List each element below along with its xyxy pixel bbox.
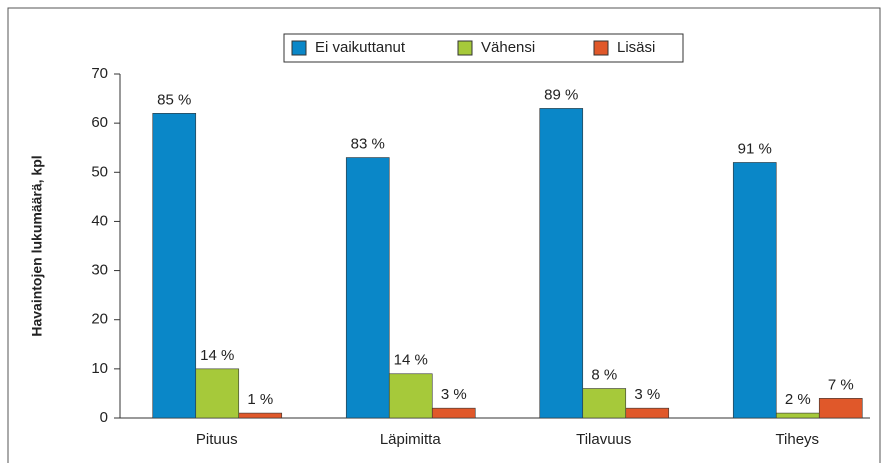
legend-box (283, 33, 684, 63)
legend-label: Lisäsi (617, 39, 655, 56)
y-tick-label: 60 (91, 114, 108, 131)
bar (238, 412, 283, 419)
y-tick-label: 50 (91, 163, 108, 180)
data-label: 3 % (441, 386, 467, 403)
data-label: 2 % (785, 391, 811, 408)
data-label: 85 % (157, 91, 191, 108)
frame (7, 7, 881, 463)
bar (625, 407, 670, 419)
y-tick-label: 10 (91, 360, 108, 377)
y-tick-label: 0 (100, 409, 108, 426)
data-label: 91 % (738, 140, 772, 157)
bar (431, 407, 476, 419)
bar (818, 398, 863, 419)
data-label: 3 % (634, 386, 660, 403)
y-tick-label: 20 (91, 311, 108, 328)
bar (345, 157, 390, 419)
data-label: 8 % (591, 366, 617, 383)
y-tick-label: 70 (91, 65, 108, 82)
legend-swatch (457, 40, 473, 56)
data-label: 14 % (200, 347, 234, 364)
legend-label: Vähensi (481, 39, 535, 56)
data-label: 83 % (351, 136, 385, 153)
bar (388, 373, 433, 419)
bar (152, 113, 197, 419)
bar (539, 108, 584, 419)
legend-swatch (291, 40, 307, 56)
x-tick-label: Pituus (196, 431, 238, 448)
legend-label: Ei vaikuttanut (315, 39, 406, 56)
bar (195, 368, 240, 419)
bar (775, 412, 820, 419)
bar (582, 388, 627, 419)
y-tick-label: 40 (91, 212, 108, 229)
x-tick-label: Tiheys (775, 431, 819, 448)
data-label: 14 % (394, 352, 428, 369)
bar (732, 162, 777, 419)
y-axis-label: Havaintojen lukumäärä, kpl (29, 155, 45, 336)
data-label: 89 % (544, 86, 578, 103)
x-tick-label: Läpimitta (380, 431, 442, 448)
y-tick-label: 30 (91, 262, 108, 279)
data-label: 1 % (247, 391, 273, 408)
data-label: 7 % (828, 376, 854, 393)
legend-swatch (593, 40, 609, 56)
x-tick-label: Tilavuus (576, 431, 631, 448)
